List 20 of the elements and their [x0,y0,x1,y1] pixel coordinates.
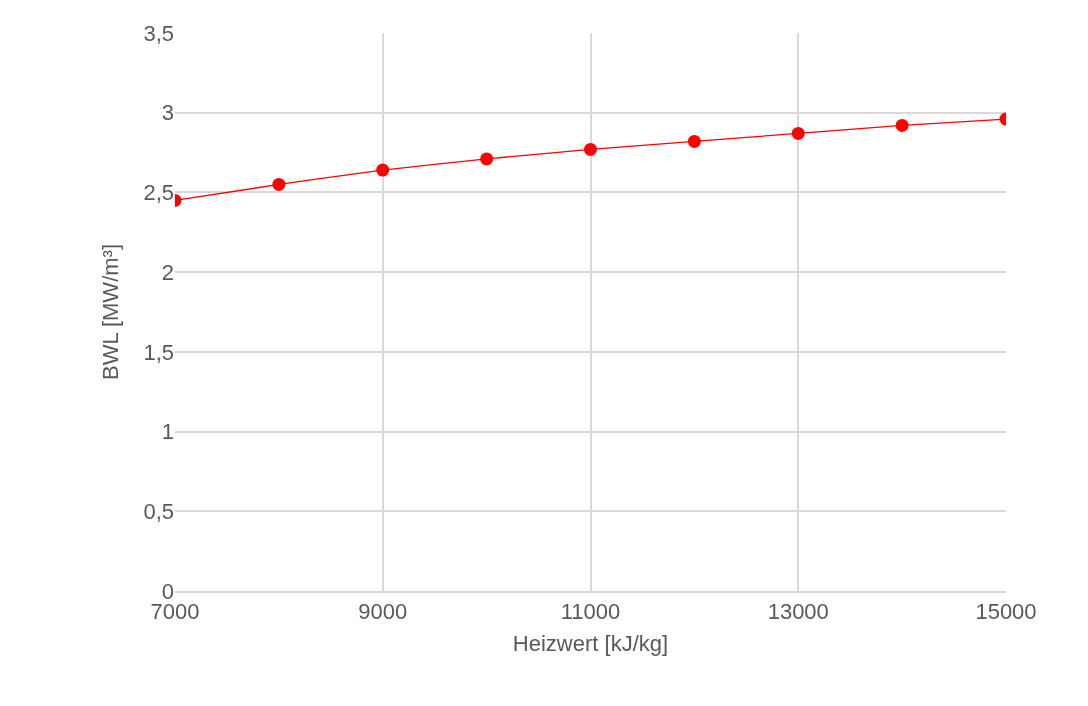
y-tick-label: 2,5 [143,180,174,206]
point [376,163,390,177]
y-tick-label: 0,5 [143,498,174,524]
y-tick-label: 3 [161,100,174,126]
x-tick-label: 15000 [975,599,1037,625]
x-axis-title: Heizwert [kJ/kg] [512,630,669,656]
y-tick-label: 3,5 [143,20,174,46]
y-tick-label: 2 [161,259,174,285]
x-tick-label: 13000 [767,599,829,625]
point [895,118,909,132]
point [480,152,494,166]
point [791,126,805,140]
x-tick-label: 9000 [358,599,408,625]
x-tick-label: 11000 [560,599,621,625]
point [687,134,701,148]
point [272,177,286,191]
y-tick-label: 1,5 [143,339,174,365]
point [584,142,597,156]
y-tick-label: 1 [161,419,174,445]
y-axis-title: BWL [MW/m³] [98,243,124,381]
